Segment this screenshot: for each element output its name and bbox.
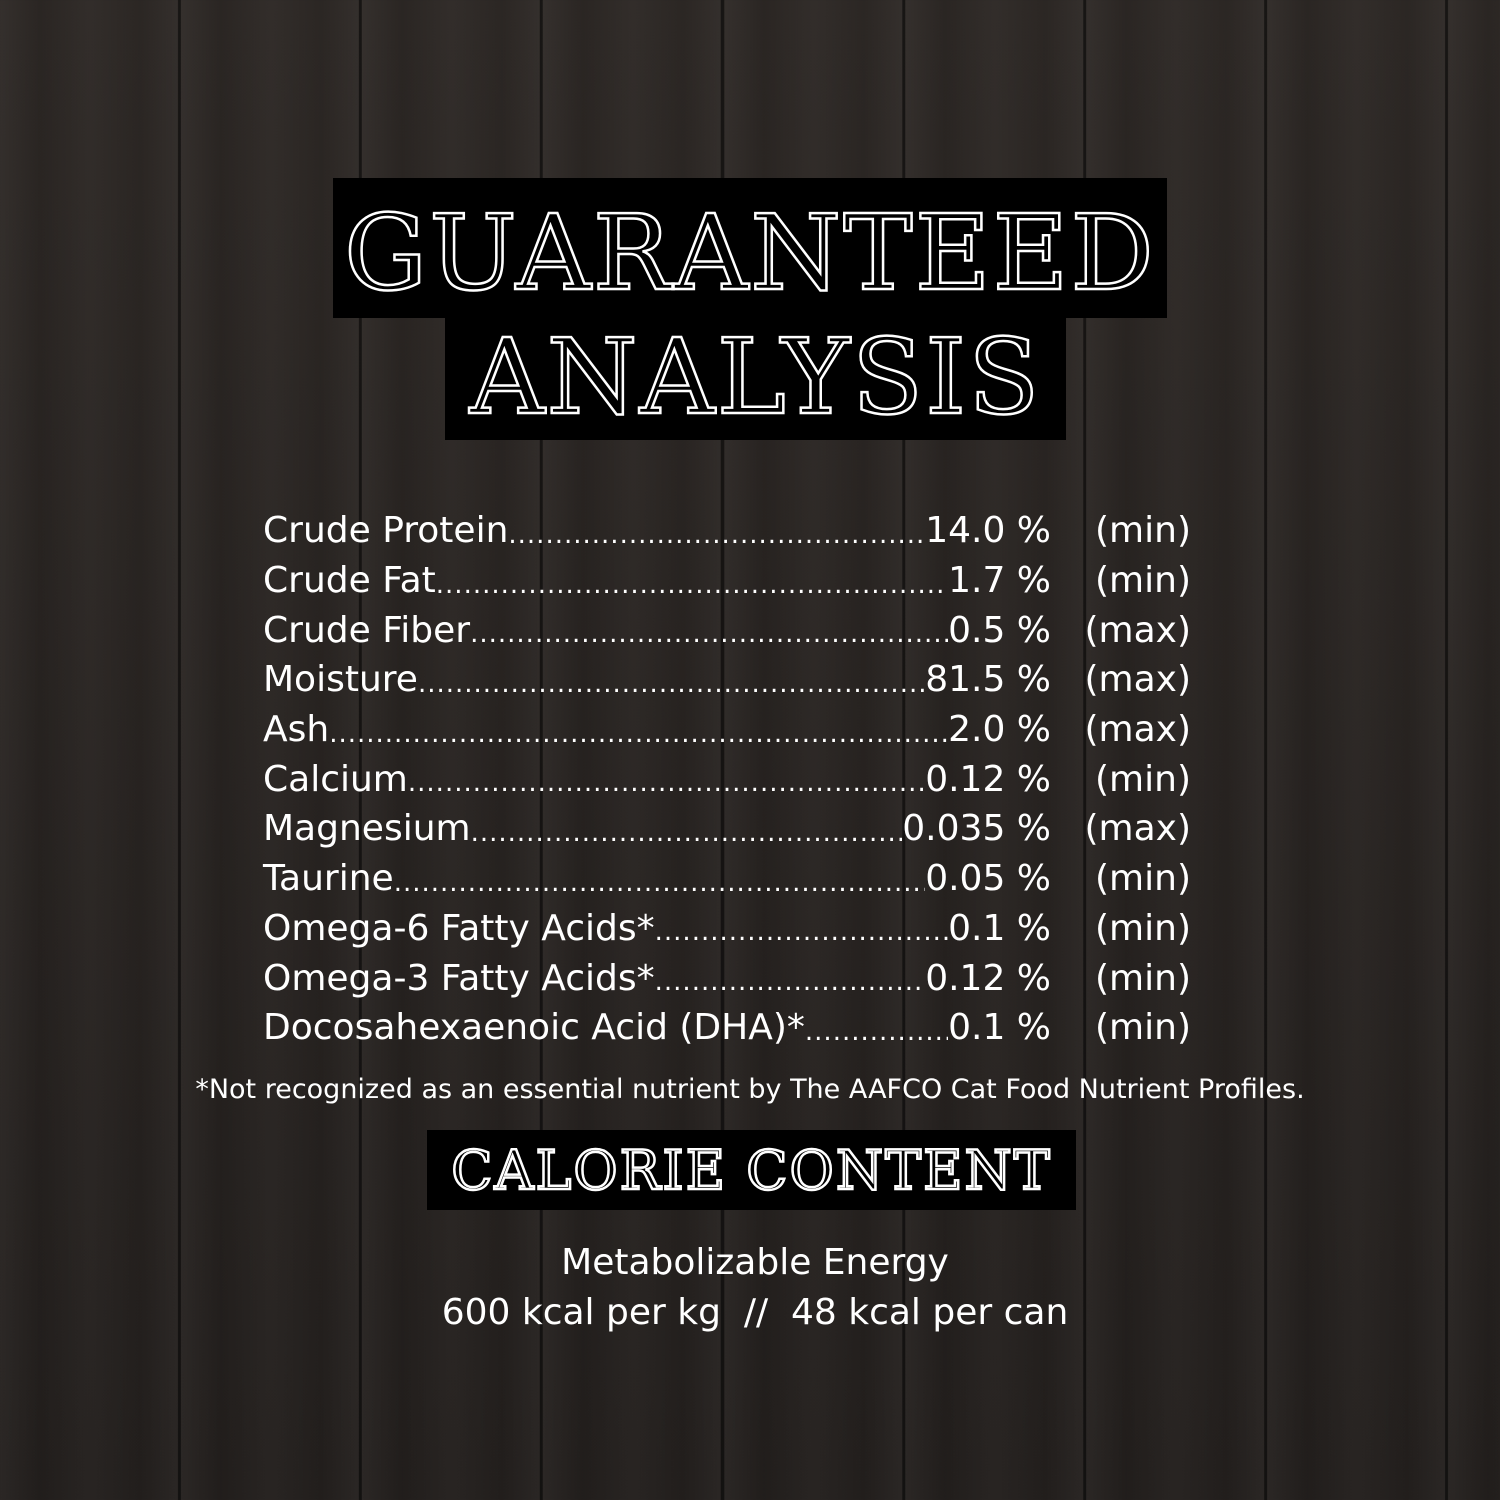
nutrient-row: Omega-3 Fatty Acids*....................… — [263, 953, 1191, 1003]
nutrient-name: Moisture — [263, 659, 418, 701]
title-text-2: ANALYSIS — [468, 316, 1042, 438]
nutrient-value: 0.035 % — [902, 808, 1051, 850]
nutrient-row: Magnesium...............................… — [263, 804, 1191, 854]
nutrient-qualifier: (min) — [1095, 858, 1191, 900]
calorie-content: Metabolizable Energy 600 kcal per kg // … — [0, 1238, 1500, 1338]
nutrient-qualifier: (min) — [1095, 957, 1191, 999]
nutrient-row: Moisture................................… — [263, 655, 1191, 705]
leader-dots: ........................................… — [329, 718, 949, 749]
nutrient-value: 14.0 % — [925, 510, 1051, 552]
title-line-2: ANALYSIS — [445, 316, 1066, 440]
nutrient-name: Ash — [263, 709, 330, 751]
nutrient-row: Ash.....................................… — [263, 705, 1191, 755]
nutrient-qualifier: (max) — [1084, 808, 1191, 850]
nutrient-row: Calcium.................................… — [263, 754, 1191, 804]
nutrient-value: 0.1 % — [948, 1007, 1051, 1049]
nutrient-qualifier: (max) — [1084, 709, 1191, 751]
nutrient-value: 81.5 % — [925, 659, 1051, 701]
leader-dots: ........................................… — [470, 619, 949, 650]
nutrient-name: Crude Protein — [263, 510, 509, 552]
nutrient-name: Crude Fat — [263, 560, 436, 602]
nutrient-row: Taurine.................................… — [263, 854, 1191, 904]
leader-dots: ........................................… — [435, 569, 949, 600]
title-text-1: GUARANTEED — [343, 191, 1156, 316]
nutrient-qualifier: (min) — [1095, 1007, 1191, 1049]
title-line-1: GUARANTEED — [333, 178, 1167, 318]
nutrient-value: 0.12 % — [925, 957, 1051, 999]
nutrient-qualifier: (max) — [1084, 659, 1191, 701]
nutrient-value: 0.05 % — [925, 858, 1051, 900]
nutrient-qualifier: (min) — [1095, 758, 1191, 800]
nutrient-name: Calcium — [263, 758, 408, 800]
nutrient-row: Crude Fiber.............................… — [263, 605, 1191, 655]
nutrient-name: Docosahexaenoic Acid (DHA)* — [263, 1007, 805, 1049]
leader-dots: ........................................… — [508, 519, 926, 550]
nutrient-qualifier: (min) — [1095, 510, 1191, 552]
footnote: *Not recognized as an essential nutrient… — [195, 1074, 1305, 1105]
leader-dots: ........................................… — [417, 668, 926, 699]
nutrient-name: Taurine — [263, 858, 394, 900]
leader-dots: ........................................… — [654, 967, 926, 998]
nutrient-qualifier: (min) — [1095, 907, 1191, 949]
nutrient-row: Crude Fat...............................… — [263, 556, 1191, 606]
nutrient-value: 0.12 % — [925, 758, 1051, 800]
nutrient-row: Docosahexaenoic Acid (DHA)*.............… — [263, 1003, 1191, 1053]
nutrient-name: Crude Fiber — [263, 609, 471, 651]
nutrient-qualifier: (min) — [1095, 560, 1191, 602]
nutrient-row: Crude Protein...........................… — [263, 506, 1191, 556]
nutrient-qualifier: (max) — [1084, 609, 1191, 651]
leader-dots: ........................................… — [470, 817, 903, 848]
nutrient-table: Crude Protein...........................… — [263, 506, 1191, 1053]
leader-dots: ........................................… — [804, 1016, 948, 1047]
leader-dots: ........................................… — [407, 768, 926, 799]
nutrient-value: 0.5 % — [948, 609, 1051, 651]
nutrient-value: 0.1 % — [948, 907, 1051, 949]
calorie-label: Metabolizable Energy — [561, 1242, 949, 1283]
leader-dots: ........................................… — [654, 917, 948, 948]
calorie-value: 600 kcal per kg // 48 kcal per can — [441, 1292, 1069, 1333]
nutrient-row: Omega-6 Fatty Acids*....................… — [263, 904, 1191, 954]
nutrient-name: Omega-6 Fatty Acids* — [263, 907, 655, 949]
calorie-heading: CALORIE CONTENT — [427, 1130, 1076, 1210]
nutrient-name: Omega-3 Fatty Acids* — [263, 957, 655, 999]
nutrient-value: 1.7 % — [948, 560, 1051, 602]
leader-dots: ........................................… — [393, 867, 926, 898]
calorie-heading-text: CALORIE CONTENT — [450, 1138, 1052, 1204]
nutrient-name: Magnesium — [263, 808, 471, 850]
nutrient-value: 2.0 % — [948, 709, 1051, 751]
